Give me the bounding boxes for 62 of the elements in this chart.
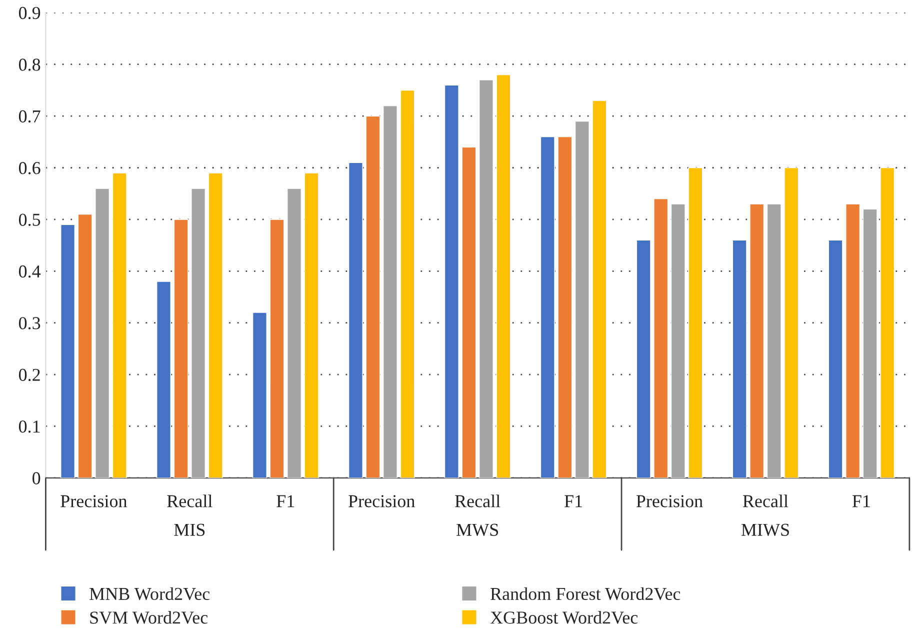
bar: [112, 172, 127, 478]
text: MWS: [456, 524, 498, 536]
bar: [444, 84, 460, 478]
bar: [828, 240, 843, 478]
bar: [174, 219, 188, 478]
bar: [366, 116, 380, 478]
y-tick-label: 0.4: [18, 265, 41, 278]
x-tick-label: Recall: [167, 494, 212, 508]
bar: [688, 167, 703, 478]
bar: [78, 214, 92, 478]
text: MIS: [174, 524, 205, 536]
bar: [880, 167, 895, 478]
bar: [252, 312, 268, 478]
legend-label: XGBoost Word2Vec: [490, 611, 638, 624]
bar: [574, 120, 590, 478]
bar: [286, 188, 302, 478]
bar: [558, 136, 572, 478]
bar: [190, 188, 206, 478]
x-tick-label: F1: [276, 495, 294, 508]
x-tick-label: Precision: [636, 495, 703, 508]
bar: [732, 240, 747, 478]
bar: [592, 100, 607, 478]
legend-label: SVM Word2Vec: [90, 611, 208, 624]
x-tick-label: F1: [564, 495, 582, 508]
bar: [845, 204, 860, 478]
bar: [400, 90, 415, 478]
bar: [540, 136, 555, 478]
x-tick-label: Precision: [348, 495, 415, 508]
bar: [478, 79, 494, 478]
y-tick-label: 0.6: [18, 162, 40, 174]
bar: [156, 281, 172, 478]
y-tick-label: 0.5: [18, 214, 40, 226]
x-tick-label: Precision: [60, 495, 128, 508]
bar: [348, 162, 364, 478]
bar: [270, 219, 284, 478]
y-tick-label: 0.7: [18, 110, 40, 123]
bar: [784, 167, 799, 478]
legend-label: Random Forest Word2Vec: [490, 587, 680, 600]
bar: [749, 204, 764, 478]
bar: [636, 240, 651, 478]
bar: [94, 188, 110, 478]
bar: [670, 204, 686, 478]
legend-label: MNB Word2Vec: [90, 587, 210, 600]
bar: [653, 198, 668, 478]
y-tick-label: 0.9: [18, 6, 40, 20]
y-tick-label: 0: [32, 472, 40, 484]
y-tick-label: 0.3: [18, 317, 40, 330]
bar: [382, 105, 398, 478]
text: MIWS: [741, 524, 789, 536]
x-tick-label: F1: [852, 495, 870, 508]
bar: [208, 172, 223, 478]
y-tick-label: 0.1: [18, 420, 40, 433]
bar: [766, 204, 782, 478]
x-tick-label: Recall: [455, 494, 500, 508]
bar: [496, 74, 511, 478]
bar: [862, 208, 878, 478]
x-tick-label: Recall: [742, 494, 788, 508]
bar: [304, 172, 319, 478]
bar: [60, 224, 76, 478]
y-tick-label: 0.2: [18, 368, 40, 382]
bar: [462, 146, 476, 478]
y-tick-label: 0.8: [18, 58, 40, 71]
